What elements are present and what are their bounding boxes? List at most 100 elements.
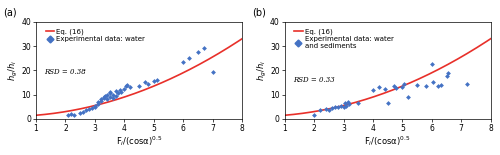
- Eq. (16): [456, 58, 462, 60]
- Eq. (16): [488, 38, 494, 40]
- Point: [102, 93, 110, 96]
- Line: Eq. (16): Eq. (16): [36, 39, 242, 115]
- Point: [194, 51, 202, 53]
- Point: [100, 97, 108, 100]
- Point: [108, 97, 116, 100]
- Point: [152, 79, 160, 81]
- Point: [64, 114, 72, 117]
- Point: [179, 61, 187, 63]
- Point: [310, 113, 318, 116]
- Point: [185, 57, 193, 59]
- Point: [102, 98, 110, 101]
- Eq. (16): [282, 114, 288, 116]
- Point: [384, 102, 392, 104]
- Point: [442, 75, 450, 78]
- Point: [101, 95, 109, 97]
- Point: [400, 82, 408, 85]
- Eq. (16): [34, 114, 40, 116]
- Point: [328, 107, 336, 109]
- Point: [144, 82, 152, 85]
- Point: [375, 86, 383, 89]
- Point: [354, 102, 362, 104]
- Point: [430, 81, 438, 84]
- Point: [91, 104, 99, 107]
- Point: [208, 70, 216, 73]
- Point: [344, 101, 352, 104]
- Point: [434, 85, 442, 87]
- Point: [112, 95, 120, 97]
- Point: [97, 98, 105, 101]
- Point: [463, 82, 471, 85]
- Point: [68, 113, 76, 115]
- Point: [116, 89, 124, 91]
- Eq. (16): [220, 50, 226, 52]
- Point: [120, 87, 128, 90]
- Point: [88, 107, 96, 109]
- Point: [444, 71, 452, 74]
- X-axis label: F$_i$/(cosα)$^{0.5}$: F$_i$/(cosα)$^{0.5}$: [116, 134, 162, 148]
- Point: [82, 109, 90, 112]
- Eq. (16): [404, 83, 409, 85]
- Text: RSD = 0.38: RSD = 0.38: [44, 68, 86, 76]
- Point: [342, 104, 350, 107]
- Point: [436, 84, 444, 86]
- Text: (b): (b): [252, 8, 266, 18]
- Point: [106, 92, 114, 95]
- Point: [341, 102, 349, 104]
- Point: [94, 101, 102, 103]
- Point: [334, 106, 342, 108]
- Eq. (16): [33, 114, 39, 116]
- Point: [112, 90, 120, 92]
- Point: [97, 100, 105, 102]
- X-axis label: F$_i$/(cosα)$^{0.5}$: F$_i$/(cosα)$^{0.5}$: [364, 134, 411, 148]
- Point: [85, 108, 93, 110]
- Point: [118, 91, 126, 93]
- Point: [91, 106, 99, 108]
- Point: [114, 92, 122, 95]
- Point: [428, 63, 436, 65]
- Point: [79, 110, 87, 113]
- Eq. (16): [468, 50, 474, 52]
- Point: [422, 85, 430, 87]
- Eq. (16): [282, 114, 288, 116]
- Point: [94, 103, 102, 106]
- Eq. (16): [159, 82, 165, 84]
- Point: [70, 113, 78, 116]
- Point: [398, 86, 406, 89]
- Eq. (16): [206, 58, 212, 60]
- Point: [392, 86, 400, 89]
- Point: [330, 106, 338, 108]
- Y-axis label: $h_g$/$h_i$: $h_g$/$h_i$: [7, 60, 20, 81]
- Point: [316, 109, 324, 112]
- Point: [322, 108, 330, 110]
- Eq. (16): [408, 82, 414, 84]
- Text: RSD = 0.33: RSD = 0.33: [293, 76, 335, 84]
- Point: [404, 96, 412, 98]
- Point: [369, 89, 377, 91]
- Point: [126, 86, 134, 89]
- Point: [124, 84, 132, 86]
- Point: [100, 96, 108, 98]
- Point: [336, 104, 344, 107]
- Text: (a): (a): [3, 8, 16, 18]
- Point: [106, 96, 114, 98]
- Point: [200, 47, 208, 50]
- Point: [150, 80, 158, 82]
- Point: [135, 85, 143, 87]
- Point: [380, 87, 388, 90]
- Legend: Eq. (16), Experimental data: water: Eq. (16), Experimental data: water: [44, 26, 147, 44]
- Y-axis label: $h_g$/$h_i$: $h_g$/$h_i$: [256, 60, 268, 81]
- Eq. (16): [404, 83, 410, 85]
- Point: [122, 85, 130, 87]
- Eq. (16): [155, 83, 161, 85]
- Point: [390, 85, 398, 87]
- Point: [325, 108, 333, 111]
- Point: [106, 91, 114, 93]
- Point: [413, 84, 421, 86]
- Point: [141, 81, 149, 84]
- Point: [340, 106, 347, 108]
- Eq. (16): [156, 83, 162, 85]
- Point: [346, 103, 354, 106]
- Line: Eq. (16): Eq. (16): [284, 39, 490, 115]
- Eq. (16): [239, 38, 245, 40]
